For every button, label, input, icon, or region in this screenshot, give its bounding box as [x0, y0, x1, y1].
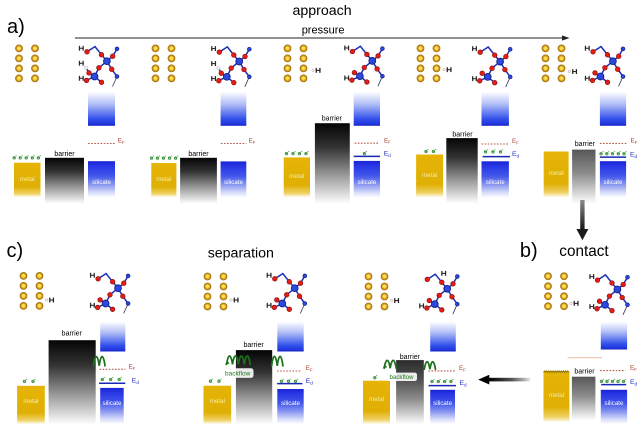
- svg-text:metal: metal: [422, 172, 437, 179]
- svg-text:barrier: barrier: [322, 115, 343, 122]
- svg-text:silicate: silicate: [281, 400, 300, 407]
- svg-text:EF: EF: [118, 138, 125, 145]
- svg-text:EF: EF: [129, 363, 136, 370]
- svg-text:separation: separation: [208, 245, 274, 261]
- svg-text:metal: metal: [369, 396, 384, 403]
- svg-text:backflow: backflow: [225, 371, 251, 378]
- svg-text:silicate: silicate: [103, 400, 122, 407]
- svg-text:EF: EF: [631, 138, 638, 145]
- svg-text:silicate: silicate: [92, 179, 111, 186]
- svg-text:barrier: barrier: [575, 141, 596, 148]
- svg-text:metal: metal: [549, 392, 564, 399]
- svg-text:approach: approach: [293, 3, 352, 19]
- svg-text:EF: EF: [384, 137, 391, 144]
- svg-text:barrier: barrier: [243, 342, 264, 349]
- svg-text:b): b): [520, 240, 538, 262]
- svg-text:barrier: barrier: [400, 354, 421, 361]
- svg-text:silicate: silicate: [357, 179, 376, 186]
- svg-text:EF: EF: [630, 365, 637, 372]
- svg-text:metal: metal: [156, 176, 171, 183]
- svg-text:c): c): [7, 240, 24, 262]
- svg-text:Ed: Ed: [384, 151, 392, 159]
- svg-text:barrier: barrier: [452, 131, 473, 138]
- svg-text:Ed: Ed: [630, 379, 638, 387]
- svg-text:contact: contact: [559, 243, 609, 260]
- svg-text:a): a): [7, 16, 25, 38]
- svg-text:metal: metal: [23, 398, 38, 405]
- svg-text:barrier: barrier: [574, 368, 595, 375]
- svg-text:backflow: backflow: [389, 374, 414, 381]
- svg-text:silicate: silicate: [605, 400, 624, 407]
- svg-text:pressure: pressure: [302, 25, 345, 37]
- svg-text:silicate: silicate: [486, 179, 505, 186]
- svg-text:EF: EF: [459, 365, 466, 372]
- svg-text:silicate: silicate: [604, 179, 623, 186]
- svg-text:silicate: silicate: [433, 400, 452, 407]
- svg-text:metal: metal: [289, 173, 304, 180]
- svg-text:metal: metal: [549, 170, 564, 177]
- svg-text:EF: EF: [306, 365, 313, 372]
- svg-text:barrier: barrier: [54, 151, 75, 158]
- svg-text:metal: metal: [210, 398, 225, 405]
- svg-text:barrier: barrier: [62, 331, 83, 338]
- svg-text:Ed: Ed: [630, 151, 638, 159]
- svg-text:Ed: Ed: [460, 380, 468, 388]
- svg-text:Ed: Ed: [306, 378, 314, 386]
- svg-text:EF: EF: [512, 138, 519, 145]
- svg-text:barrier: barrier: [188, 151, 209, 158]
- svg-text:Ed: Ed: [132, 377, 140, 385]
- svg-text:EF: EF: [249, 138, 256, 145]
- svg-text:silicate: silicate: [224, 179, 243, 186]
- svg-text:Ed: Ed: [512, 151, 520, 159]
- svg-text:metal: metal: [20, 176, 35, 183]
